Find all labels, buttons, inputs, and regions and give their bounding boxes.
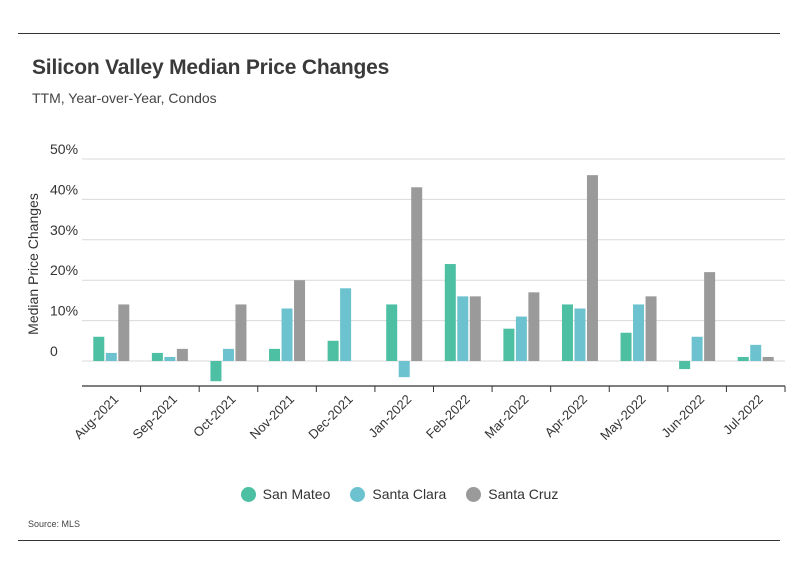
bottom-rule (18, 540, 780, 541)
legend-swatch-santa-clara (350, 486, 366, 502)
x-tick-label-aug-2021: Aug-2021 (71, 392, 121, 442)
bar-san-mateo-dec-2021 (327, 340, 339, 361)
bar-santa-clara-jan-2022 (398, 361, 410, 378)
bar-santa-clara-jul-2022 (750, 344, 762, 361)
y-tick-label-10: 10% (50, 303, 78, 319)
x-tick-label-feb-2022: Feb-2022 (423, 392, 473, 442)
y-tick-label-0: 0 (50, 343, 58, 359)
chart-title: Silicon Valley Median Price Changes (32, 56, 390, 79)
x-tick-label-apr-2022: Apr-2022 (542, 392, 590, 440)
x-tick-label-nov-2021: Nov-2021 (247, 392, 297, 442)
bar-san-mateo-aug-2021 (93, 336, 105, 361)
legend: San Mateo Santa Clara Santa Cruz (0, 486, 799, 502)
bar-santa-cruz-feb-2022 (469, 296, 481, 361)
bar-santa-clara-oct-2021 (222, 348, 234, 361)
bar-san-mateo-sep-2021 (151, 352, 163, 361)
y-axis-label: Median Price Changes (25, 193, 41, 335)
bar-santa-clara-feb-2022 (457, 296, 469, 361)
legend-item-santa-cruz[interactable]: Santa Cruz (466, 486, 558, 502)
bar-santa-clara-sep-2021 (164, 356, 176, 361)
x-tick-label-dec-2021: Dec-2021 (305, 392, 355, 442)
bar-santa-cruz-jan-2022 (411, 187, 423, 361)
bar-san-mateo-nov-2021 (269, 348, 281, 361)
bar-santa-cruz-mar-2022 (528, 292, 540, 361)
bar-santa-clara-dec-2021 (340, 288, 352, 361)
y-tick-label-50: 50% (50, 141, 78, 157)
bar-santa-cruz-oct-2021 (235, 304, 247, 361)
bar-santa-cruz-aug-2021 (118, 304, 130, 361)
legend-swatch-santa-cruz (466, 486, 482, 502)
bar-santa-cruz-jun-2022 (704, 272, 716, 361)
legend-label-san-mateo: San Mateo (262, 486, 331, 502)
bar-santa-cruz-sep-2021 (176, 348, 188, 361)
bar-santa-clara-aug-2021 (105, 352, 117, 361)
bar-san-mateo-jul-2022 (737, 356, 749, 361)
bar-san-mateo-apr-2022 (561, 304, 573, 361)
legend-item-santa-clara[interactable]: Santa Clara (350, 486, 446, 502)
chart-subtitle: TTM, Year-over-Year, Condos (32, 90, 217, 106)
bar-santa-clara-apr-2022 (574, 308, 586, 361)
bar-santa-cruz-jul-2022 (762, 356, 774, 361)
x-tick-label-jun-2022: Jun-2022 (658, 392, 707, 441)
x-tick-label-sep-2021: Sep-2021 (130, 392, 180, 442)
y-tick-label-20: 20% (50, 262, 78, 278)
bar-san-mateo-mar-2022 (503, 328, 515, 361)
bar-santa-clara-mar-2022 (515, 316, 527, 361)
source-note: Source: MLS (28, 519, 81, 529)
bar-san-mateo-may-2022 (620, 332, 632, 361)
x-tick-label-mar-2022: Mar-2022 (482, 392, 532, 442)
x-tick-label-may-2022: May-2022 (597, 392, 648, 443)
bar-santa-clara-nov-2021 (281, 308, 293, 361)
bar-san-mateo-jan-2022 (386, 304, 398, 361)
bar-santa-cruz-may-2022 (645, 296, 657, 361)
bar-santa-clara-may-2022 (633, 304, 645, 361)
y-tick-label-30: 30% (50, 222, 78, 238)
bar-san-mateo-feb-2022 (444, 264, 456, 361)
legend-label-santa-cruz: Santa Cruz (488, 486, 559, 502)
bar-san-mateo-oct-2021 (210, 361, 222, 382)
y-tick-label-40: 40% (50, 181, 78, 197)
x-tick-label-oct-2021: Oct-2021 (190, 392, 238, 440)
top-rule (18, 33, 780, 34)
x-tick-label-jul-2022: Jul-2022 (720, 392, 766, 438)
legend-item-san-mateo[interactable]: San Mateo (240, 486, 331, 502)
bar-santa-clara-jun-2022 (691, 336, 703, 361)
bar-santa-cruz-apr-2022 (586, 175, 598, 361)
x-tick-label-jan-2022: Jan-2022 (365, 392, 414, 441)
legend-label-santa-clara: Santa Clara (372, 486, 447, 502)
legend-swatch-san-mateo (240, 486, 256, 502)
bar-santa-cruz-nov-2021 (294, 280, 306, 361)
bar-san-mateo-jun-2022 (679, 361, 691, 370)
